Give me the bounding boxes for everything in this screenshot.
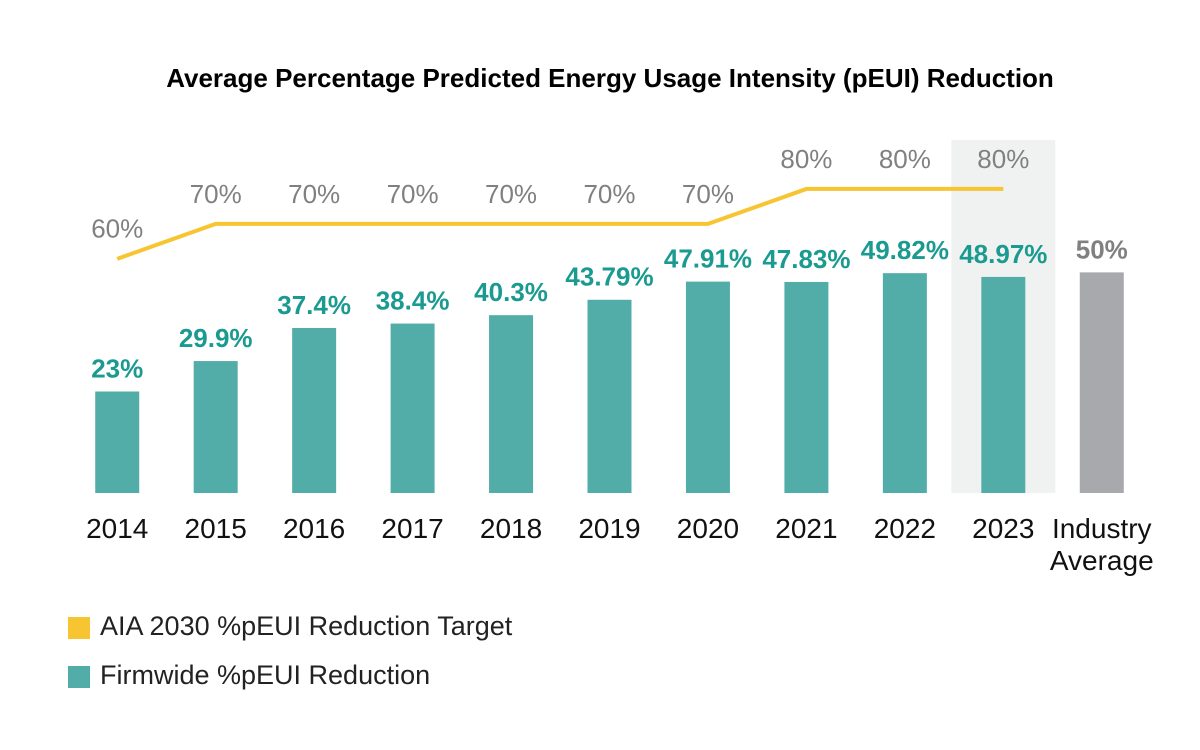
bar (193, 361, 238, 493)
bar (587, 299, 632, 493)
bar-value-label: 29.9% (179, 323, 253, 353)
bar-value-label: 43.79% (565, 262, 653, 292)
bar-value-label: 37.4% (277, 290, 351, 320)
legend-label: Firmwide %pEUI Reduction (100, 660, 430, 690)
bar (882, 273, 927, 493)
line-value-label: 70% (387, 179, 439, 209)
x-tick-label: 2015 (184, 513, 247, 544)
x-tick-label: 2019 (578, 513, 641, 544)
line-value-label: 80% (780, 144, 832, 174)
x-tick-label: Industry Average (1049, 513, 1154, 576)
line-value-label: 70% (583, 179, 635, 209)
bar (292, 327, 337, 493)
line-value-label: 70% (190, 179, 242, 209)
line-value-label: 80% (977, 144, 1029, 174)
bar-value-label: 50% (1076, 234, 1128, 264)
bar (390, 323, 435, 493)
bar-value-label: 23% (91, 353, 143, 383)
x-tick-label: 2022 (873, 513, 936, 544)
x-tick-label: 2016 (282, 513, 346, 544)
legend-swatch (68, 666, 90, 688)
x-tick-label: 2017 (381, 513, 444, 544)
legend-swatch (68, 617, 90, 639)
x-tick-label: 2023 (972, 513, 1035, 544)
bar-value-label: 49.82% (861, 235, 949, 265)
bar (981, 276, 1026, 493)
bar-value-label: 40.3% (474, 277, 548, 307)
line-value-label: 70% (682, 179, 734, 209)
bar (1079, 272, 1124, 493)
chart-title: Average Percentage Predicted Energy Usag… (166, 63, 1054, 93)
bar-value-label: 48.97% (959, 239, 1047, 269)
x-tick-label: 2014 (86, 513, 149, 544)
line-value-label: 60% (91, 214, 143, 244)
line-value-label: 80% (879, 144, 931, 174)
bar-value-label: 47.91% (664, 243, 752, 273)
target-line (116, 186, 1004, 261)
legend-label: AIA 2030 %pEUI Reduction Target (100, 611, 513, 641)
bar (95, 391, 140, 493)
line-value-label: 70% (485, 179, 537, 209)
bar (489, 315, 534, 493)
bar (784, 281, 829, 493)
bar-value-label: 47.83% (762, 244, 850, 274)
x-tick-label: 2021 (775, 513, 838, 544)
x-tick-label: 2018 (479, 513, 543, 544)
line-value-label: 70% (288, 179, 340, 209)
x-tick-label: 2020 (676, 513, 740, 544)
bar-value-label: 38.4% (376, 285, 450, 315)
bar (685, 281, 730, 493)
